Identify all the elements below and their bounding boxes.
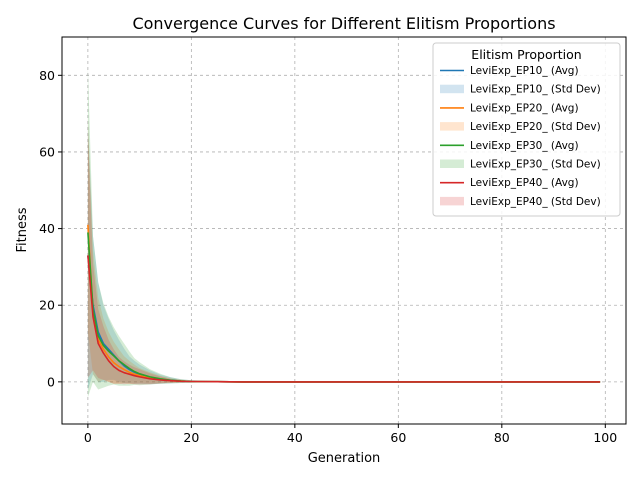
avg-lines	[87, 224, 601, 383]
legend-title: Elitism Proportion	[471, 47, 581, 62]
legend-band-swatch	[440, 159, 464, 168]
legend-band-swatch	[440, 84, 464, 94]
x-axis-title: Generation	[308, 451, 381, 466]
legend-label-avg: LeviExp_EP10_ (Avg)	[470, 65, 579, 77]
avg-series-line	[87, 255, 601, 383]
std-dev-band	[87, 67, 601, 398]
legend-box	[432, 42, 621, 217]
y-tick-label: 80	[39, 68, 55, 83]
plot-frame	[61, 36, 627, 425]
legend-label-std: LeviExp_EP30_ (Std Dev)	[470, 159, 601, 171]
legend-band-swatch	[440, 196, 464, 206]
legend-entries: LeviExp_EP10_ (Avg) LeviExp_EP10_ (Std De…	[440, 65, 601, 208]
x-tick-label: 100	[593, 430, 617, 445]
legend-label-avg: LeviExp_EP30_ (Avg)	[470, 140, 579, 152]
x-axis-ticks: 0 20 40 60 80 100	[84, 424, 617, 445]
x-tick-label: 20	[183, 430, 199, 445]
legend-label-std: LeviExp_EP40_ (Std Dev)	[470, 196, 601, 208]
legend-label-std: LeviExp_EP20_ (Std Dev)	[470, 121, 601, 133]
y-tick-label: 20	[39, 298, 55, 313]
x-tick-label: 40	[287, 430, 303, 445]
y-axis-title: Fitness	[15, 207, 30, 252]
std-dev-bands	[87, 67, 601, 398]
y-axis-ticks: 0 20 40 60 80	[39, 68, 62, 389]
chart-title: Convergence Curves for Different Elitism…	[132, 14, 555, 33]
y-tick-label: 60	[39, 144, 55, 159]
x-tick-label: 80	[494, 430, 510, 445]
y-tick-label: 0	[47, 374, 55, 389]
x-tick-label: 0	[84, 430, 92, 445]
x-tick-label: 60	[390, 430, 406, 445]
legend-label-std: LeviExp_EP10_ (Std Dev)	[470, 84, 601, 96]
y-tick-label: 40	[39, 221, 55, 236]
legend: Elitism Proportion LeviExp_EP10_ (Avg)Le…	[432, 42, 621, 217]
legend-band-swatch	[440, 122, 464, 131]
legend-label-avg: LeviExp_EP40_ (Avg)	[470, 177, 579, 189]
legend-label-avg: LeviExp_EP20_ (Avg)	[470, 102, 579, 114]
